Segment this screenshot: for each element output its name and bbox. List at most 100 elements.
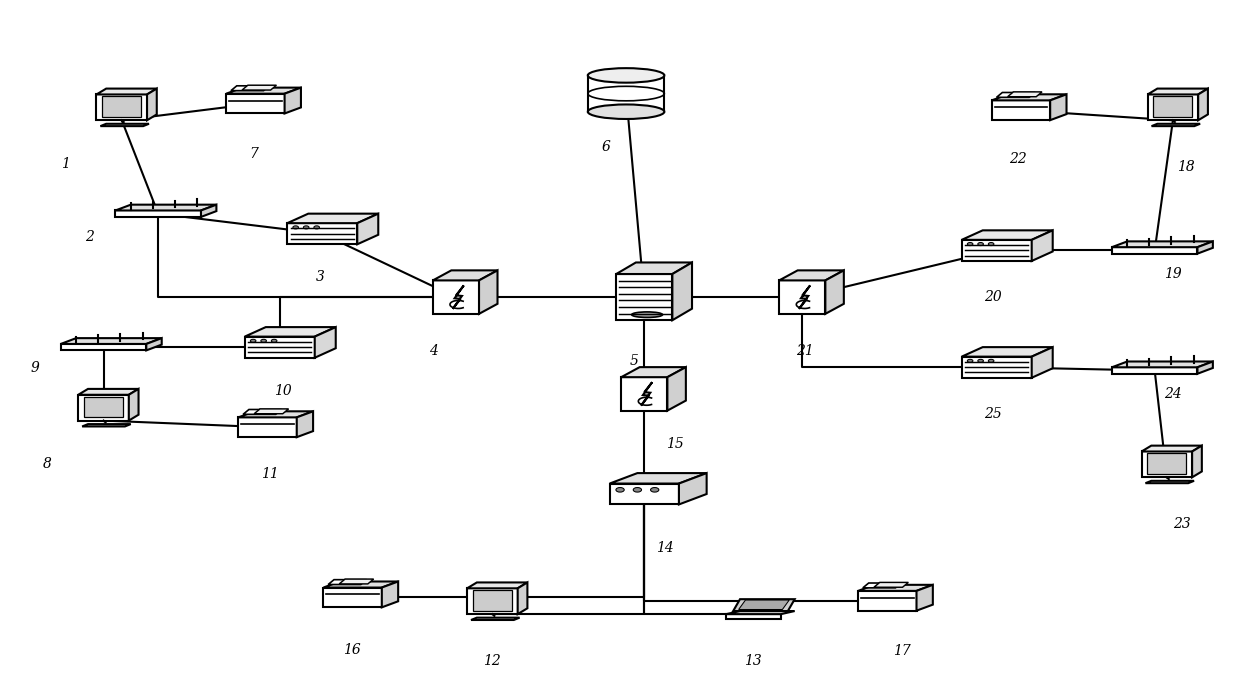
- Text: 10: 10: [274, 384, 291, 398]
- Polygon shape: [1112, 247, 1198, 253]
- Text: 5: 5: [630, 354, 639, 368]
- Polygon shape: [1153, 96, 1193, 116]
- Polygon shape: [201, 205, 217, 217]
- Polygon shape: [357, 214, 378, 244]
- Polygon shape: [115, 205, 217, 210]
- Text: 9: 9: [31, 360, 40, 375]
- Polygon shape: [962, 230, 1053, 240]
- Text: 8: 8: [42, 458, 52, 471]
- Polygon shape: [858, 585, 932, 591]
- Text: 16: 16: [343, 643, 361, 656]
- Polygon shape: [1032, 230, 1053, 261]
- Text: 14: 14: [656, 541, 675, 555]
- Polygon shape: [962, 357, 1032, 378]
- Polygon shape: [1112, 362, 1213, 367]
- Circle shape: [651, 488, 658, 492]
- Polygon shape: [779, 281, 826, 314]
- Text: 24: 24: [1164, 387, 1182, 401]
- Polygon shape: [1146, 481, 1194, 484]
- Text: 13: 13: [744, 654, 761, 668]
- Circle shape: [293, 226, 299, 229]
- Polygon shape: [1142, 445, 1202, 452]
- Circle shape: [250, 339, 255, 343]
- Polygon shape: [84, 396, 123, 417]
- Polygon shape: [672, 262, 692, 320]
- Polygon shape: [324, 582, 398, 588]
- Polygon shape: [616, 262, 692, 274]
- Polygon shape: [97, 95, 148, 121]
- Text: 22: 22: [1009, 152, 1027, 165]
- Text: 3: 3: [316, 270, 325, 285]
- Circle shape: [978, 360, 983, 362]
- Polygon shape: [467, 582, 527, 588]
- Polygon shape: [1050, 94, 1066, 120]
- Circle shape: [616, 488, 624, 492]
- Polygon shape: [285, 88, 301, 114]
- Polygon shape: [115, 210, 201, 217]
- Polygon shape: [472, 590, 512, 611]
- Polygon shape: [874, 582, 909, 587]
- Text: 4: 4: [429, 344, 438, 358]
- Polygon shape: [779, 270, 844, 281]
- Polygon shape: [621, 377, 667, 411]
- Text: 21: 21: [796, 344, 813, 358]
- Polygon shape: [826, 270, 844, 314]
- Polygon shape: [962, 240, 1032, 261]
- Polygon shape: [1147, 454, 1187, 474]
- Polygon shape: [288, 214, 378, 223]
- Text: 12: 12: [482, 654, 501, 668]
- Polygon shape: [61, 338, 161, 344]
- Circle shape: [304, 226, 309, 229]
- Polygon shape: [1198, 241, 1213, 253]
- Text: 17: 17: [893, 644, 911, 658]
- Circle shape: [967, 242, 973, 246]
- Circle shape: [978, 242, 983, 246]
- Polygon shape: [238, 417, 296, 437]
- Polygon shape: [226, 88, 301, 94]
- Polygon shape: [1148, 89, 1208, 95]
- Polygon shape: [1198, 89, 1208, 121]
- Polygon shape: [315, 327, 336, 358]
- Polygon shape: [916, 585, 932, 611]
- Circle shape: [988, 360, 994, 362]
- Polygon shape: [100, 124, 149, 126]
- Polygon shape: [610, 484, 680, 505]
- Circle shape: [272, 339, 277, 343]
- Polygon shape: [992, 94, 1066, 100]
- Polygon shape: [382, 582, 398, 607]
- Polygon shape: [962, 347, 1053, 357]
- Text: 7: 7: [249, 147, 258, 161]
- Polygon shape: [733, 599, 795, 611]
- Polygon shape: [296, 411, 312, 437]
- Circle shape: [634, 488, 641, 492]
- Polygon shape: [78, 389, 139, 395]
- Polygon shape: [1198, 362, 1213, 374]
- Polygon shape: [1112, 241, 1213, 247]
- Polygon shape: [680, 473, 707, 505]
- Polygon shape: [727, 614, 781, 619]
- Polygon shape: [667, 367, 686, 411]
- Polygon shape: [471, 618, 520, 620]
- Polygon shape: [244, 336, 315, 358]
- Polygon shape: [1192, 445, 1202, 477]
- Polygon shape: [254, 409, 289, 414]
- Circle shape: [967, 360, 973, 362]
- Text: 6: 6: [601, 140, 610, 155]
- Polygon shape: [1112, 367, 1198, 374]
- Circle shape: [260, 339, 267, 343]
- Polygon shape: [467, 588, 517, 614]
- Polygon shape: [324, 588, 382, 607]
- Polygon shape: [1032, 347, 1053, 378]
- Polygon shape: [727, 611, 795, 614]
- Text: 1: 1: [61, 157, 69, 171]
- Text: 2: 2: [86, 230, 94, 244]
- Polygon shape: [340, 579, 373, 584]
- Polygon shape: [146, 338, 161, 351]
- Polygon shape: [78, 395, 129, 421]
- Polygon shape: [148, 89, 156, 121]
- Polygon shape: [621, 367, 686, 377]
- Text: 20: 20: [985, 291, 1002, 304]
- Polygon shape: [863, 583, 901, 588]
- Text: 23: 23: [1173, 518, 1190, 531]
- Polygon shape: [288, 223, 357, 244]
